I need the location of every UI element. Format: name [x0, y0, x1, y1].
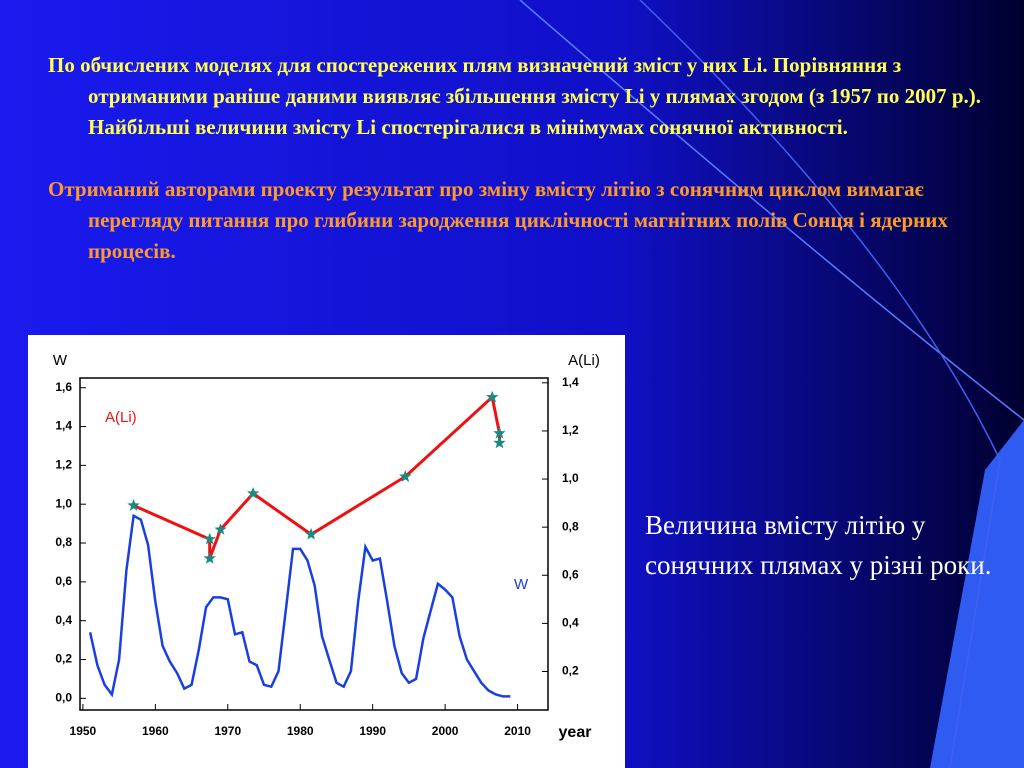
marker: [304, 527, 318, 540]
x-tick-label: 1960: [142, 724, 169, 738]
marker: [203, 532, 216, 545]
y-tick-label: 0,6: [55, 574, 72, 588]
plot-frame: [79, 377, 549, 711]
y-tick-label: 1,2: [55, 458, 72, 472]
marker: [247, 487, 260, 499]
y2-axis-title: A(Li): [568, 352, 600, 369]
series-line: [132, 394, 501, 559]
paragraph: Отриманий авторами проекту результат про…: [48, 177, 948, 263]
chart-panel: [28, 335, 625, 768]
y-tick-label: 0,0: [55, 691, 72, 705]
x-axis-title: year: [559, 724, 592, 741]
x-tick-label: 1950: [70, 724, 97, 738]
marker: [399, 470, 412, 482]
x-tick-label: 1970: [214, 724, 241, 738]
y-tick-label: 1,0: [55, 496, 72, 510]
y-tick-label: 1,6: [55, 380, 72, 394]
marker: [214, 523, 227, 535]
y-tick-label: 0,8: [55, 535, 72, 549]
marker: [127, 499, 140, 511]
y2-tick-label: 1,2: [562, 423, 579, 437]
x-tick-label: 1990: [359, 724, 386, 738]
x-tick-label: 2010: [504, 724, 531, 738]
series-line: [88, 513, 511, 698]
y-tick-label: 0,2: [55, 652, 72, 666]
y2-tick-label: 0,2: [562, 664, 579, 678]
marker: [493, 436, 506, 449]
x-tick-label: 2000: [432, 724, 459, 738]
marker: [486, 390, 499, 403]
y2-tick-label: 0,4: [562, 616, 579, 630]
y2-tick-label: 0,6: [562, 567, 579, 581]
series-label: A(Li): [105, 409, 137, 426]
y-axis-title: W: [53, 352, 68, 369]
marker: [203, 551, 216, 564]
y2-tick-label: 1,0: [562, 471, 579, 485]
y-tick-label: 0,4: [55, 613, 72, 627]
paragraph: По обчислених моделях для спостережених …: [48, 53, 982, 139]
series-label: W: [514, 576, 529, 593]
y-tick-label: 1,4: [55, 419, 72, 433]
y2-tick-label: 0,8: [562, 519, 579, 533]
y2-tick-label: 1,4: [562, 375, 579, 389]
x-tick-label: 1980: [287, 724, 314, 738]
marker: [493, 426, 506, 439]
caption: Величина вмісту літію у сонячних плямах …: [645, 510, 992, 580]
